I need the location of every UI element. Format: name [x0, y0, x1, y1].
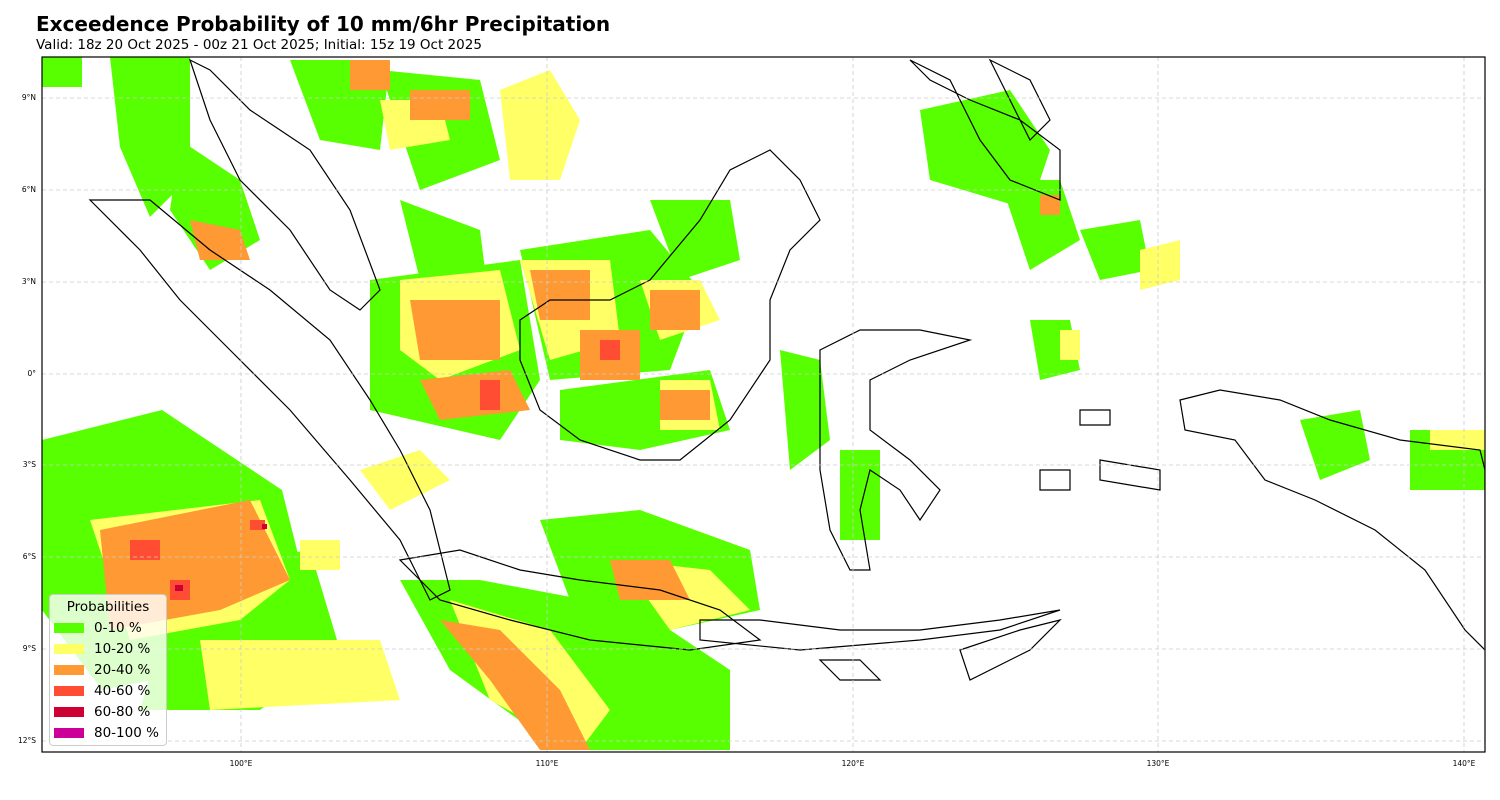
legend-swatch	[54, 664, 84, 675]
legend-label: 20-40 %	[94, 661, 151, 678]
lon-tick: 130°E	[1146, 759, 1170, 768]
legend-item: 40-60 %	[50, 680, 166, 701]
lat-tick: 6°N	[21, 185, 36, 194]
legend-swatch	[54, 622, 84, 633]
legend-label: 80-100 %	[94, 724, 159, 741]
lon-tick: 100°E	[229, 759, 253, 768]
legend-swatch	[54, 685, 84, 696]
legend-item: 80-100 %	[50, 722, 166, 743]
lat-tick: 6°S	[22, 552, 36, 561]
legend-label: 0-10 %	[94, 619, 142, 636]
lat-tick: 12°S	[17, 736, 36, 745]
lat-tick: 0°	[27, 369, 36, 378]
lon-tick: 140°E	[1452, 759, 1476, 768]
gridlines	[42, 57, 1485, 752]
legend-label: 40-60 %	[94, 682, 151, 699]
prob-40-60	[130, 340, 620, 600]
legend-item: 20-40 %	[50, 659, 166, 680]
map-frame	[41, 56, 1486, 753]
legend-swatch	[54, 727, 84, 738]
lat-tick: 3°N	[21, 277, 36, 286]
map-subtitle: Valid: 18z 20 Oct 2025 - 00z 21 Oct 2025…	[36, 37, 482, 53]
lon-tick: 120°E	[841, 759, 865, 768]
prob-10-20	[90, 70, 1485, 750]
legend-item: 60-80 %	[50, 701, 166, 722]
legend: Probabilities 0-10 % 10-20 % 20-40 % 40-…	[49, 594, 167, 746]
lat-tick: 9°S	[22, 644, 36, 653]
coastlines	[88, 58, 1485, 681]
legend-swatch	[54, 643, 84, 654]
legend-swatch	[54, 706, 84, 717]
legend-label: 60-80 %	[94, 703, 151, 720]
legend-label: 10-20 %	[94, 640, 151, 657]
legend-item: 0-10 %	[50, 617, 166, 638]
legend-item: 10-20 %	[50, 638, 166, 659]
legend-title: Probabilities	[66, 599, 150, 615]
lat-tick: 3°S	[22, 460, 36, 469]
prob-0-10	[42, 57, 1485, 750]
map-title: Exceedence Probability of 10 mm/6hr Prec…	[36, 12, 611, 36]
lat-tick: 9°N	[21, 93, 36, 102]
lon-tick: 110°E	[535, 759, 559, 768]
